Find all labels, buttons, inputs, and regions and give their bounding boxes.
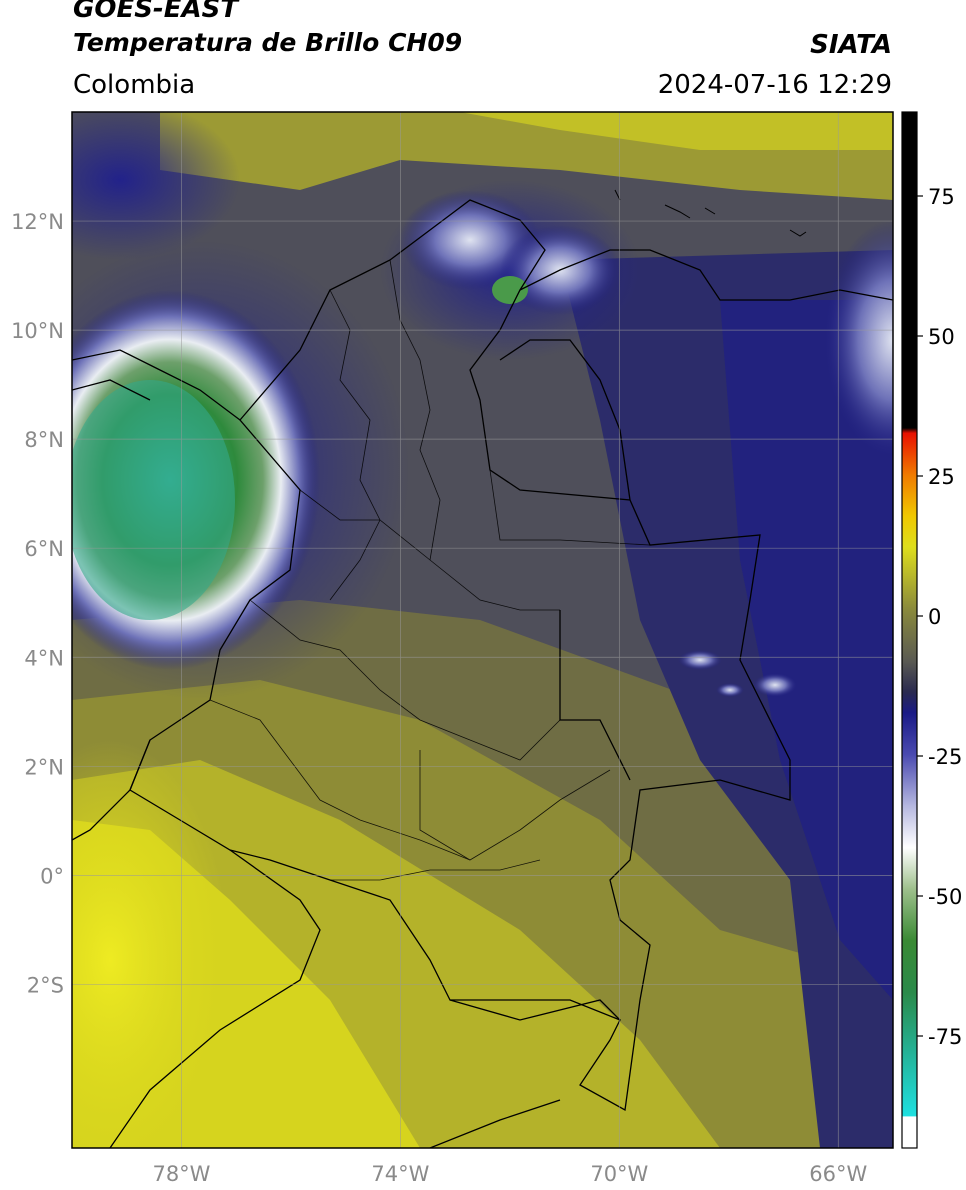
colorbar-tick-label: -25	[928, 745, 962, 769]
satellite-title: GOES-EAST	[73, 0, 239, 24]
colorbar-tick-label: -50	[928, 885, 962, 909]
colorbar-tick-label: 0	[928, 605, 941, 629]
lat-tick-label: 6°N	[24, 537, 64, 561]
colorbar: 75 50 25 0 -25 -50 -75	[901, 111, 962, 1149]
colorbar-frame	[901, 111, 918, 1149]
lat-tick-label: 4°N	[24, 646, 64, 670]
region-label: Colombia	[73, 70, 196, 100]
lat-tick-label: 2°S	[27, 973, 64, 997]
graticule	[72, 112, 893, 1148]
agency-label: SIATA	[810, 30, 892, 60]
colorbar-ticks: 75 50 25 0 -25 -50 -75	[917, 185, 962, 1049]
colorbar-tick-label: -75	[928, 1025, 962, 1049]
latitude-labels: 12°N 10°N 8°N 6°N 4°N 2°N 0° 2°S	[11, 210, 64, 997]
lon-tick-label: 78°W	[152, 1162, 210, 1186]
lat-tick-label: 12°N	[11, 210, 64, 234]
datetime-label: 2024-07-16 12:29	[657, 70, 892, 100]
department-borders	[209, 259, 651, 881]
political-borders	[72, 199, 893, 1148]
lat-tick-label: 0°	[40, 864, 64, 888]
islands	[614, 189, 807, 237]
colorbar-tick-label: 75	[928, 185, 955, 209]
lon-tick-label: 74°W	[371, 1162, 429, 1186]
longitude-labels: 78°W 74°W 70°W 66°W	[152, 1162, 867, 1186]
lat-tick-label: 8°N	[24, 428, 64, 452]
lon-tick-label: 66°W	[809, 1162, 867, 1186]
product-title: Temperatura de Brillo CH09	[73, 28, 463, 57]
lat-tick-label: 10°N	[11, 319, 64, 343]
lon-tick-label: 70°W	[590, 1162, 648, 1186]
brightness-temperature-field	[72, 112, 893, 1148]
map-frame	[71, 111, 894, 1149]
colorbar-tick-label: 50	[928, 325, 955, 349]
colorbar-gradient	[902, 112, 917, 1148]
lat-tick-label: 2°N	[24, 755, 64, 779]
colorbar-tick-label: 25	[928, 465, 955, 489]
